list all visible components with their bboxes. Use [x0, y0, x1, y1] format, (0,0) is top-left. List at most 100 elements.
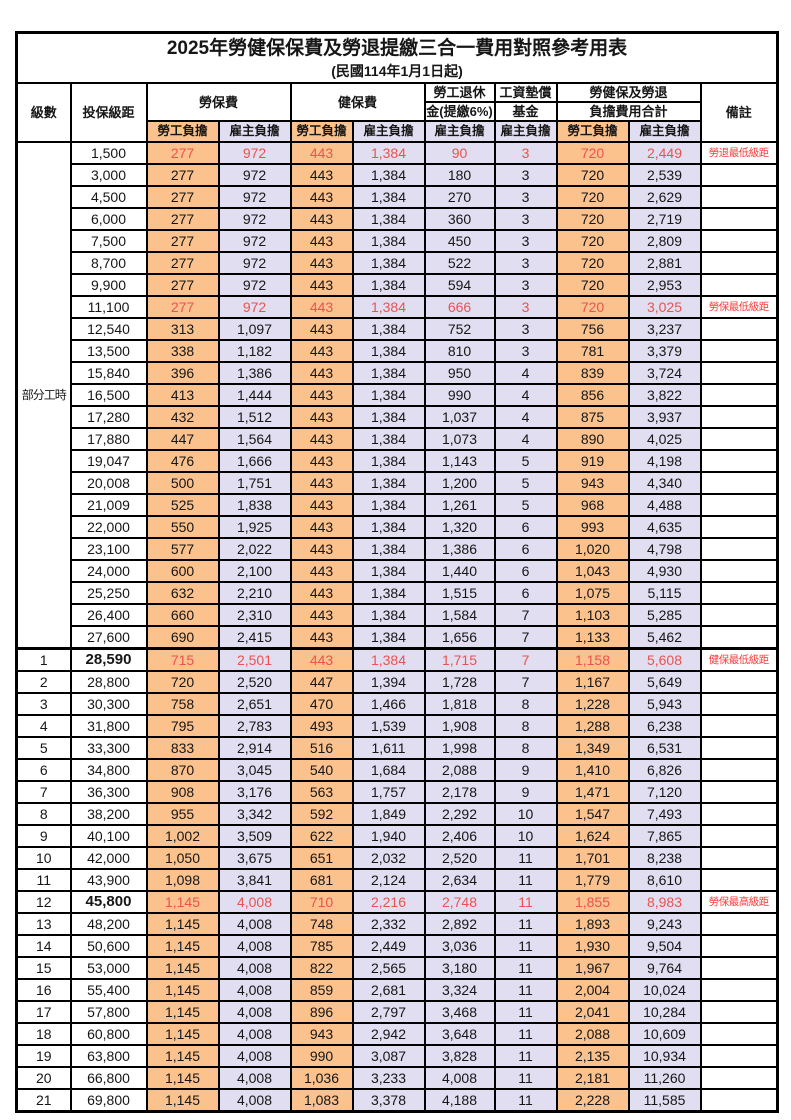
fund-employer-subheader: 雇主負擔: [493, 120, 558, 143]
health-er-cell: 2,942: [351, 1022, 426, 1046]
total-emp-cell: 2,041: [555, 1000, 630, 1024]
total-er-cell: 2,539: [627, 163, 702, 187]
bracket-cell: 23,100: [69, 537, 148, 561]
labor-emp-cell: 758: [145, 692, 220, 716]
health-emp-cell: 622: [289, 824, 354, 848]
table-row: 21 69,800 1,145 4,008 1,083 3,378 4,188 11 2,228…: [15, 1088, 779, 1113]
total-emp-cell: 720: [555, 251, 630, 275]
table-row: 6 34,800 870 3,045 540 1,684 2,088 9 1,410 6,826: [15, 758, 779, 782]
health-er-cell: 1,384: [351, 625, 426, 650]
total-emp-cell: 1,779: [555, 868, 630, 892]
pension-er-cell: 666: [423, 295, 496, 319]
total-emp-cell: 1,167: [555, 670, 630, 694]
col-total-header-bottom: 負擔費用合計: [555, 101, 702, 122]
total-emp-cell: 968: [555, 493, 630, 517]
col-note-header: 備註: [699, 82, 779, 143]
pension-er-cell: 1,320: [423, 515, 496, 539]
labor-er-cell: 3,342: [217, 802, 292, 826]
total-er-cell: 2,719: [627, 207, 702, 231]
pension-er-cell: 2,748: [423, 890, 496, 914]
health-emp-cell: 443: [289, 603, 354, 627]
health-er-cell: 2,332: [351, 912, 426, 936]
table-row: 15,840 396 1,386 443 1,384 950 4 839 3,724: [17, 361, 779, 385]
health-emp-cell: 443: [289, 559, 354, 583]
table-row: 16 55,400 1,145 4,008 859 2,681 3,324 11 2,004 10…: [15, 978, 779, 1002]
health-emp-cell: 443: [289, 383, 354, 407]
fund-er-cell: 9: [493, 758, 558, 782]
labor-er-cell: 4,008: [217, 956, 292, 980]
bracket-cell: 38,200: [69, 802, 148, 826]
table-row: 22,000 550 1,925 443 1,384 1,320 6 993 4,635: [17, 515, 779, 539]
bracket-cell: 50,600: [69, 934, 148, 958]
health-er-cell: 1,384: [351, 317, 426, 341]
labor-emp-cell: 338: [145, 339, 220, 363]
total-emp-cell: 1,967: [555, 956, 630, 980]
pension-er-cell: 1,200: [423, 471, 496, 495]
note-cell: [699, 1022, 779, 1046]
total-emp-cell: 2,088: [555, 1022, 630, 1046]
total-er-cell: 4,025: [627, 427, 702, 451]
level-cell: 15: [15, 956, 72, 980]
fund-er-cell: 4: [493, 361, 558, 385]
header-row-1: 級數 投保級距 勞保費 健保費 勞工退休 工資墊償 勞健保及勞退 備註: [15, 82, 779, 143]
note-cell: [699, 317, 779, 341]
table-row: 6,000 277 972 443 1,384 360 3 720 2,719: [17, 207, 779, 231]
labor-er-cell: 1,097: [217, 317, 292, 341]
pension-er-cell: 522: [423, 251, 496, 275]
total-er-cell: 8,983: [627, 890, 702, 914]
health-emp-cell: 443: [289, 251, 354, 275]
note-cell: 勞保最低級距: [699, 295, 779, 319]
fund-er-cell: 9: [493, 780, 558, 804]
bracket-cell: 43,900: [69, 868, 148, 892]
note-cell: [699, 912, 779, 936]
health-er-cell: 1,384: [351, 295, 426, 319]
note-cell: [699, 1088, 779, 1113]
health-er-cell: 1,384: [351, 141, 426, 165]
bracket-cell: 1,500: [69, 141, 148, 165]
pension-er-cell: 3,180: [423, 956, 496, 980]
labor-emp-cell: 632: [145, 581, 220, 605]
bracket-cell: 25,250: [69, 581, 148, 605]
fund-er-cell: 5: [493, 449, 558, 473]
pension-er-cell: 1,261: [423, 493, 496, 517]
table-row: 3 30,300 758 2,651 470 1,466 1,818 8 1,228 5,943: [15, 692, 779, 716]
labor-emp-cell: 413: [145, 383, 220, 407]
health-er-cell: 1,384: [351, 251, 426, 275]
page-title: 2025年勞健保保費及勞退提繳三合一費用對照參考用表: [166, 38, 628, 59]
health-er-cell: 1,394: [351, 670, 426, 694]
labor-emp-cell: 1,145: [145, 1044, 220, 1068]
fund-er-cell: 3: [493, 141, 558, 165]
col-pension-header-top: 勞工退休: [423, 82, 496, 102]
fund-er-cell: 11: [493, 846, 558, 870]
fund-er-cell: 3: [493, 339, 558, 363]
bracket-cell: 22,000: [69, 515, 148, 539]
health-emp-cell: 443: [289, 229, 354, 253]
labor-emp-cell: 660: [145, 603, 220, 627]
labor-emp-cell: 447: [145, 427, 220, 451]
labor-er-cell: 1,838: [217, 493, 292, 517]
health-emp-cell: 651: [289, 846, 354, 870]
labor-er-cell: 1,512: [217, 405, 292, 429]
labor-emp-cell: 277: [145, 163, 220, 187]
fund-er-cell: 11: [493, 868, 558, 892]
bracket-cell: 7,500: [69, 229, 148, 253]
col-level-header: 級數: [15, 82, 72, 143]
labor-er-cell: 2,210: [217, 581, 292, 605]
level-cell: 7: [15, 780, 72, 804]
level-cell: 21: [15, 1088, 72, 1113]
labor-er-cell: 1,751: [217, 471, 292, 495]
table-row: 1 28,590 715 2,501 443 1,384 1,715 7 1,158 5,608 健…: [15, 647, 779, 672]
bracket-cell: 27,600: [69, 625, 148, 650]
bracket-cell: 8,700: [69, 251, 148, 275]
bracket-cell: 60,800: [69, 1022, 148, 1046]
health-emp-cell: 443: [289, 163, 354, 187]
note-cell: [699, 1044, 779, 1068]
total-emp-cell: 890: [555, 427, 630, 451]
fund-er-cell: 5: [493, 471, 558, 495]
total-emp-cell: 720: [555, 141, 630, 165]
note-cell: [699, 978, 779, 1002]
level-cell: 18: [15, 1022, 72, 1046]
bracket-cell: 53,000: [69, 956, 148, 980]
labor-er-cell: 972: [217, 141, 292, 165]
total-er-cell: 8,238: [627, 846, 702, 870]
